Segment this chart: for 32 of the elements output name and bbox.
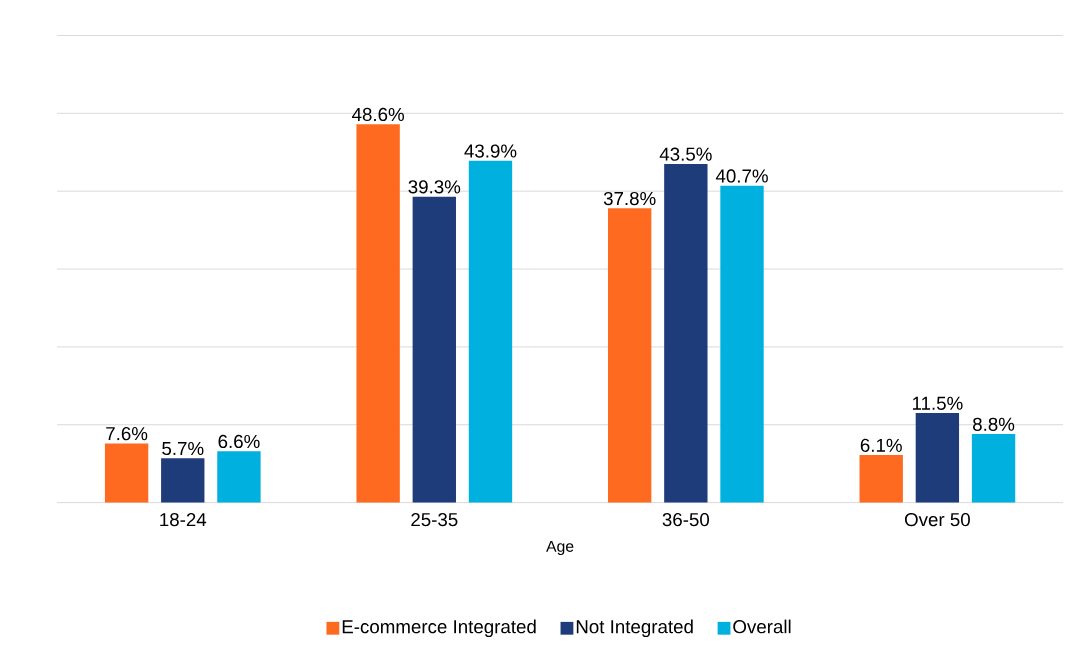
x-axis-title: Age bbox=[546, 540, 574, 555]
data-label: 11.5% bbox=[912, 396, 963, 410]
bar bbox=[859, 455, 903, 503]
data-label: 6.6% bbox=[218, 434, 260, 448]
data-label: 39.3% bbox=[408, 180, 461, 194]
data-label: 5.7% bbox=[162, 441, 204, 455]
bar bbox=[720, 185, 764, 503]
data-label: 48.6% bbox=[352, 107, 405, 121]
data-label: 37.8% bbox=[603, 191, 656, 206]
bar bbox=[356, 124, 400, 503]
data-label: 40.7% bbox=[715, 169, 768, 183]
bar bbox=[217, 451, 261, 503]
legend-label: E-commerce Integrated bbox=[342, 619, 536, 637]
data-label: 8.8% bbox=[973, 417, 1015, 431]
bar bbox=[412, 196, 456, 503]
data-label: 6.1% bbox=[860, 438, 902, 452]
bar bbox=[915, 412, 960, 503]
bar bbox=[468, 160, 513, 503]
data-label: 43.5% bbox=[659, 147, 712, 161]
legend-label: Not Integrated bbox=[576, 619, 693, 637]
bar bbox=[664, 163, 708, 503]
legend-label: Overall bbox=[733, 619, 791, 634]
bar bbox=[104, 443, 149, 503]
data-label: 43.9% bbox=[464, 144, 517, 158]
bar bbox=[161, 458, 205, 503]
data-label: 7.6% bbox=[106, 426, 148, 441]
x-tick-label: 25-35 bbox=[411, 512, 458, 527]
x-tick-label: Over 50 bbox=[904, 512, 970, 527]
bar bbox=[971, 433, 1016, 503]
x-tick-label: 18-24 bbox=[160, 512, 207, 527]
x-tick-label: 36-50 bbox=[662, 512, 710, 527]
bar bbox=[607, 208, 652, 503]
